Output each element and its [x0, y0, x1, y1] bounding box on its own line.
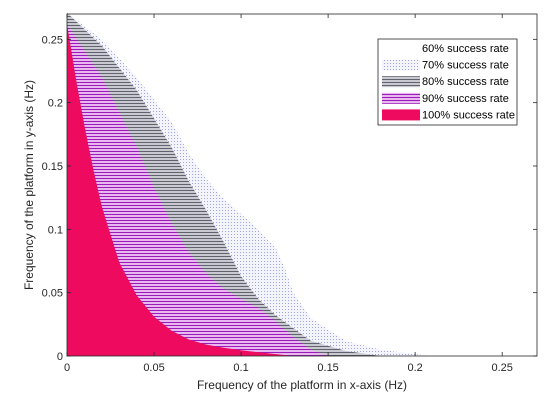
- y-tick-label: 0: [57, 351, 63, 363]
- series-90-success-rate-area: [67, 24, 329, 356]
- legend-label-70-success-rate: 70% success rate: [422, 60, 509, 72]
- y-tick-label: 0.1: [48, 224, 63, 236]
- legend-label-60-success-rate: 60% success rate: [422, 43, 509, 55]
- legend: 60% success rate 70% success rate 80% succ…: [377, 38, 518, 126]
- legend-swatch-60-success-rate: [382, 43, 420, 54]
- y-tick-label: 0.2: [48, 98, 63, 110]
- y-axis-label: Frequency of the platform in y-axis (Hz): [22, 80, 36, 290]
- ticks-layer: 0 0.05 0.1 0.15 0.2 0.25 0 0.05 0.1 0.15 0.2 0.25: [42, 14, 537, 374]
- legend-label-90-success-rate: 90% success rate: [422, 93, 509, 105]
- x-tick-label: 0.15: [317, 362, 338, 374]
- plot-frame: [66, 13, 538, 357]
- y-tick-label: 0.05: [42, 288, 63, 300]
- x-axis-label: Frequency of the platform in x-axis (Hz): [197, 378, 407, 392]
- series-100-success-rate-area: [67, 24, 294, 356]
- legend-swatch-100-success-rate: [382, 109, 420, 121]
- x-tick-label: 0.1: [233, 362, 248, 374]
- x-tick-label: 0.05: [143, 362, 164, 374]
- legend-swatch-90-success-rate: [382, 92, 420, 104]
- y-tick-label: 0.25: [42, 34, 63, 46]
- x-tick-label: 0.25: [491, 362, 512, 374]
- x-tick-label: 0.2: [407, 362, 422, 374]
- y-tick-label: 0.15: [42, 161, 63, 173]
- legend-label-80-success-rate: 80% success rate: [422, 76, 509, 88]
- series-layer: [67, 12, 537, 356]
- legend-label-100-success-rate: 100% success rate: [422, 109, 515, 121]
- x-tick-label: 0: [64, 362, 70, 374]
- legend-swatch-70-success-rate: [382, 59, 420, 71]
- legend-swatch-80-success-rate: [382, 76, 420, 88]
